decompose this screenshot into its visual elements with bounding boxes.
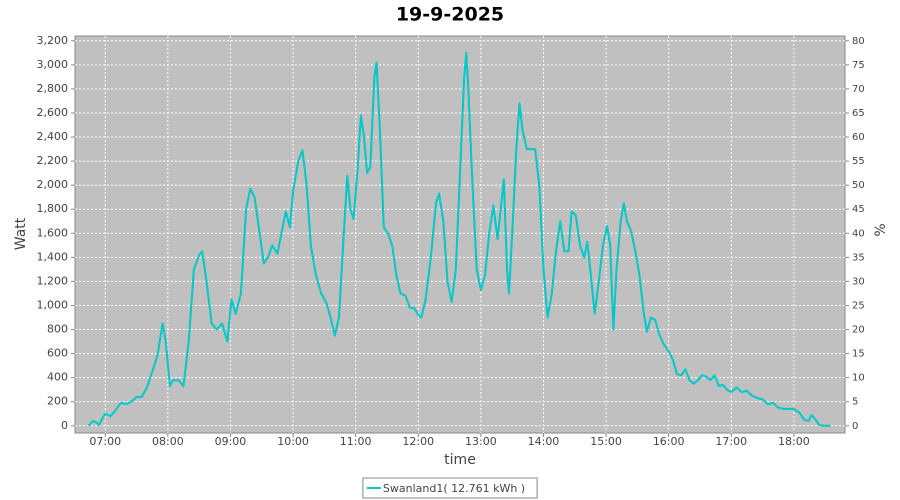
y-tick-label: 3,000 <box>37 58 69 71</box>
x-tick-label: 11:00 <box>340 435 372 448</box>
y2-axis-label: % <box>873 223 889 236</box>
y-tick-label: 1,400 <box>37 250 69 263</box>
x-tick-label: 17:00 <box>715 435 747 448</box>
y2-tick-label: 70 <box>852 84 865 95</box>
y2-tick-label: 40 <box>852 228 865 239</box>
y-tick-label: 0 <box>61 419 68 432</box>
y-tick-label: 400 <box>47 371 68 384</box>
y-tick-label: 2,000 <box>37 178 69 191</box>
plot-area <box>74 35 846 434</box>
y-tick-label: 200 <box>47 395 68 408</box>
chart-title: 19-9-2025 <box>396 4 504 26</box>
y2-tick-label: 30 <box>852 276 865 287</box>
y2-tick-label: 25 <box>852 300 865 311</box>
y2-tick-label: 80 <box>852 36 865 47</box>
legend-label: Swanland1( 12.761 kWh ) <box>383 482 525 495</box>
y2-tick-label: 5 <box>852 397 858 408</box>
y-tick-label: 1,200 <box>37 274 69 287</box>
x-tick-label: 07:00 <box>89 435 121 448</box>
y2-tick-label: 55 <box>852 156 865 167</box>
data-line <box>87 51 831 427</box>
x-tick-label: 12:00 <box>402 435 434 448</box>
y2-tick-label: 15 <box>852 349 865 360</box>
y-tick-label: 1,000 <box>37 298 69 311</box>
x-axis-label: time <box>444 452 476 468</box>
y2-tick-label: 0 <box>852 421 858 432</box>
y-axis-label: Watt <box>13 217 29 250</box>
y2-tick-label: 60 <box>852 132 865 143</box>
y2-tick-label: 65 <box>852 108 865 119</box>
legend: Swanland1( 12.761 kWh ) <box>362 477 538 499</box>
y-tick-label: 800 <box>47 323 68 336</box>
y2-tick-label: 20 <box>852 325 865 336</box>
x-tick-label: 18:00 <box>778 435 810 448</box>
legend-box <box>362 477 538 499</box>
x-tick-label: 08:00 <box>152 435 184 448</box>
y-tick-label: 1,800 <box>37 202 69 215</box>
y2-tick-label: 50 <box>852 180 865 191</box>
x-tick-label: 15:00 <box>590 435 622 448</box>
x-tick-label: 10:00 <box>277 435 309 448</box>
x-tick-label: 09:00 <box>215 435 247 448</box>
y2-tick-label: 10 <box>852 373 865 384</box>
x-tick-label: 16:00 <box>653 435 685 448</box>
y-tick-label: 2,600 <box>37 106 69 119</box>
y-tick-label: 3,200 <box>37 34 69 47</box>
y2-tick-label: 35 <box>852 252 865 263</box>
x-tick-label: 13:00 <box>465 435 497 448</box>
y-tick-label: 2,400 <box>37 130 69 143</box>
y-tick-label: 2,800 <box>37 82 69 95</box>
x-tick-label: 14:00 <box>528 435 560 448</box>
y-tick-label: 1,600 <box>37 226 69 239</box>
y2-tick-label: 45 <box>852 204 865 215</box>
y2-tick-label: 75 <box>852 60 865 71</box>
y-tick-label: 600 <box>47 347 68 360</box>
y-tick-label: 2,200 <box>37 154 69 167</box>
